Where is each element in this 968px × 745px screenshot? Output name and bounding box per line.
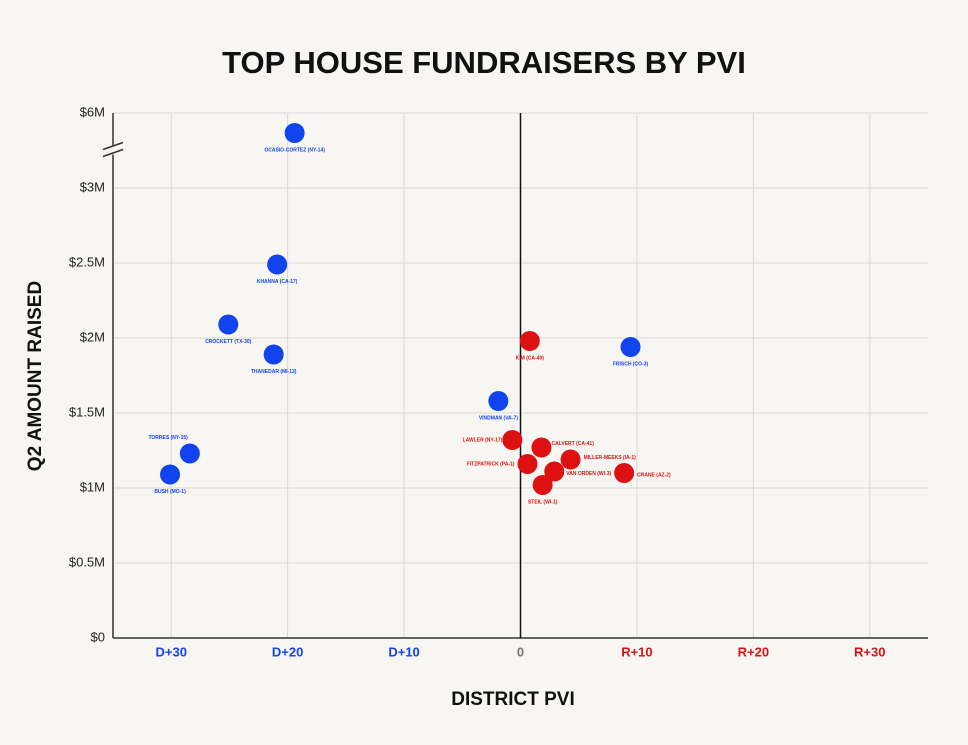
point <box>267 254 288 275</box>
y-tick-label: $0.5M <box>69 554 105 569</box>
point <box>263 344 284 365</box>
point-label: VAN ORDEN (WI-3) <box>566 471 611 477</box>
point <box>532 475 553 495</box>
point <box>614 463 635 483</box>
point-label: VINDMAN (VA-7) <box>479 415 518 421</box>
point <box>502 430 523 450</box>
point-label: STEIL (WI-1) <box>528 499 558 505</box>
x-tick-label: 0 <box>517 644 524 659</box>
point <box>284 123 305 143</box>
y-axis-label: Q2 AMOUNT RAISED <box>25 281 46 471</box>
point <box>218 314 239 335</box>
point <box>179 443 200 464</box>
x-tick-label: R+20 <box>738 644 769 659</box>
x-tick-label: R+30 <box>854 644 885 659</box>
y-tick-label: $6M <box>80 104 105 119</box>
point-label: KHANNA (CA-17) <box>257 279 298 285</box>
point-label: FITZPATRICK (PA-1) <box>467 461 515 467</box>
point-label: MILLER-MEEKS (IA-1) <box>584 455 637 461</box>
point-label: CALVERT (CA-41) <box>551 441 594 447</box>
point-label: FRISCH (CO-3) <box>613 361 649 367</box>
point <box>519 331 540 351</box>
axis-break-gap <box>105 146 121 155</box>
point <box>620 337 641 357</box>
axis-break <box>102 148 124 158</box>
x-tick-label: D+10 <box>388 644 419 659</box>
axis-break <box>102 141 124 151</box>
point-label: OCASIO-CORTEZ (NY-14) <box>264 147 325 153</box>
point-label: TORRES (NY-15) <box>148 435 188 441</box>
x-tick-label: R+10 <box>621 644 652 659</box>
point <box>160 464 181 485</box>
point <box>544 461 565 482</box>
y-tick-label: $2M <box>80 329 105 344</box>
y-tick-label: $1M <box>80 479 105 494</box>
point-label: THANEDAR (MI-13) <box>251 369 297 375</box>
point <box>560 449 581 470</box>
point <box>517 454 538 474</box>
point <box>531 437 552 458</box>
y-tick-label: $3M <box>80 179 105 194</box>
point <box>488 391 509 411</box>
chart-title: TOP HOUSE FUNDRAISERS BY PVI <box>222 45 746 80</box>
x-axis-label: DISTRICT PVI <box>451 689 575 710</box>
point-label: CROCKETT (TX-30) <box>205 339 251 345</box>
point-label: CRANE (AZ-2) <box>637 472 671 478</box>
point-label: LAWLER (NY-17) <box>463 437 503 443</box>
y-tick-label: $2.5M <box>69 254 105 269</box>
x-tick-label: D+20 <box>272 644 303 659</box>
x-tick-label: D+30 <box>155 644 186 659</box>
point-label: BUSH (MO-1) <box>154 489 186 495</box>
point-label: KIM (CA-40) <box>516 355 545 361</box>
y-tick-label: $0 <box>91 629 105 644</box>
y-tick-label: $1.5M <box>69 404 105 419</box>
